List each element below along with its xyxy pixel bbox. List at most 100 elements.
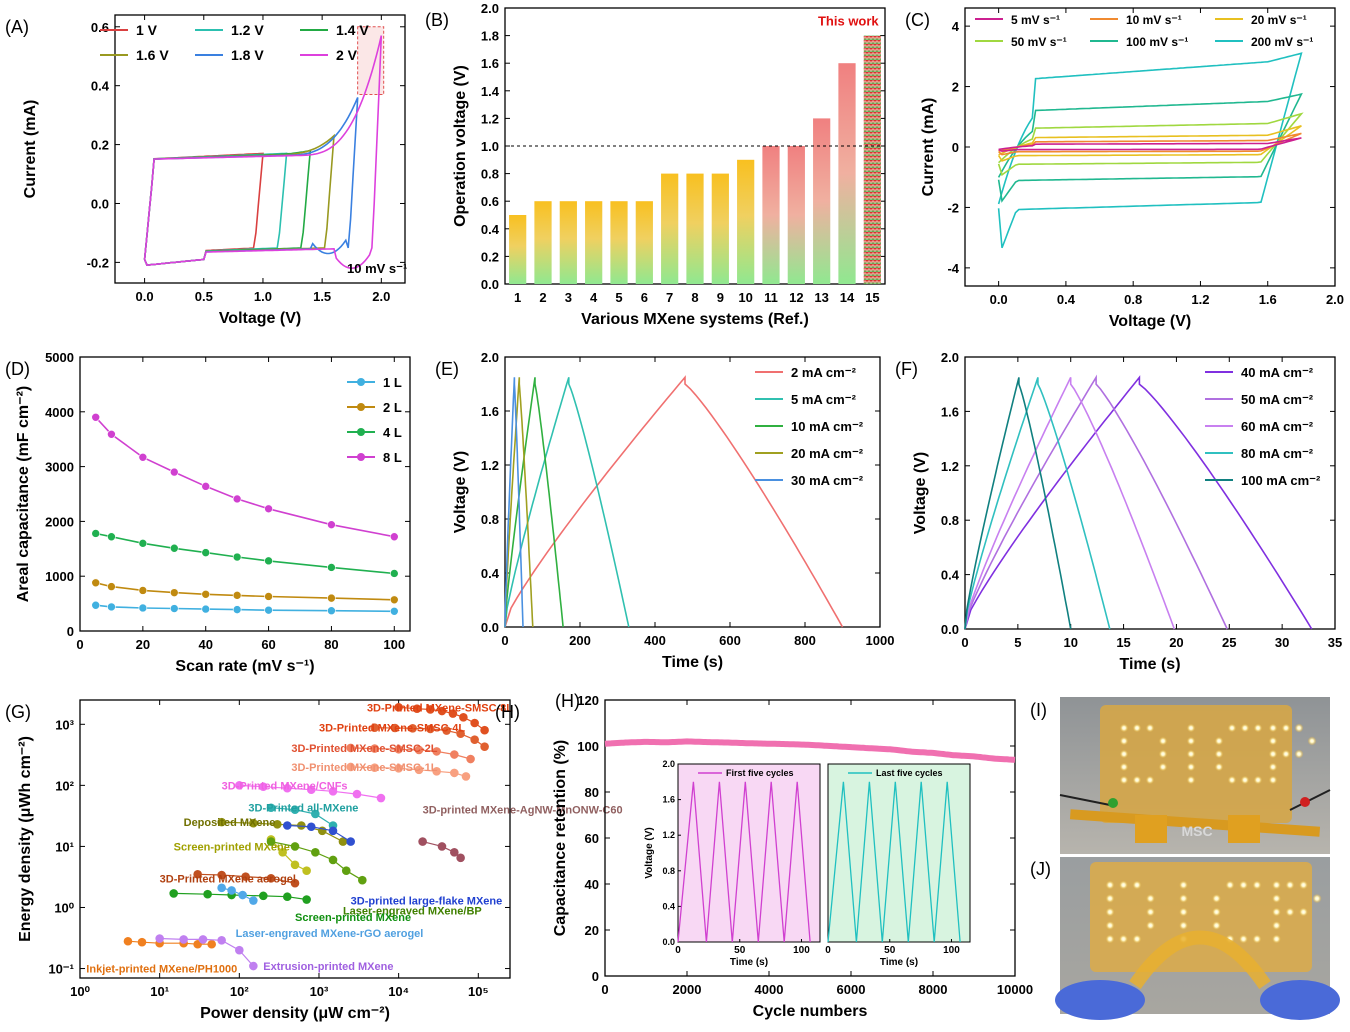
led xyxy=(1272,881,1281,890)
panel-label: (D) xyxy=(5,359,30,379)
led xyxy=(1286,908,1295,917)
led-board xyxy=(1090,862,1312,972)
panel-label: (H) xyxy=(555,691,580,711)
panel-f: 0.0 0.4 0.8 1.2 1.6 2.0 0 5 10 15 20 25 30 35 Time (s)… xyxy=(895,350,1342,673)
legend-label: 1.6 V xyxy=(136,47,169,63)
y-tick-label: -2 xyxy=(947,200,959,215)
led xyxy=(1179,908,1188,917)
legend-label: 100 mV s⁻¹ xyxy=(1126,35,1188,49)
y-axis-label: Current (mA) xyxy=(920,98,937,197)
data-point xyxy=(259,892,268,901)
y-tick-label: 1.6 xyxy=(481,56,499,71)
led xyxy=(1187,737,1195,745)
led xyxy=(1272,908,1281,917)
x-tick-label: 1.0 xyxy=(254,289,272,304)
panel-label: (A) xyxy=(5,17,29,37)
data-point xyxy=(139,604,147,612)
clip-green xyxy=(1108,798,1118,808)
data-point xyxy=(249,896,258,905)
y-tick-label: 5000 xyxy=(45,350,74,365)
category-label: 2 xyxy=(539,290,546,305)
x-tick-label: 1.6 xyxy=(1259,292,1277,307)
data-point xyxy=(456,854,465,863)
panel-label: (F) xyxy=(895,359,918,379)
y-tick-label: 2.0 xyxy=(481,1,499,16)
y-tick-label: 0.0 xyxy=(91,196,109,211)
cv-curve xyxy=(145,36,382,269)
y-tick-label: 0.0 xyxy=(481,620,499,635)
data-point xyxy=(346,837,355,846)
x-axis-label: Time (s) xyxy=(662,654,723,671)
x-tick-label: 20 xyxy=(1169,635,1183,650)
led xyxy=(1282,724,1290,732)
data-point xyxy=(291,861,300,870)
data-point xyxy=(107,603,115,611)
data-point xyxy=(459,713,468,722)
data-point xyxy=(107,430,115,438)
data-point xyxy=(466,755,475,764)
data-point xyxy=(307,822,316,831)
legend-label: 10 mV s⁻¹ xyxy=(1126,13,1182,27)
led xyxy=(1299,881,1308,890)
bar xyxy=(864,36,881,284)
led xyxy=(1133,935,1142,944)
legend-marker xyxy=(357,378,365,386)
series-line xyxy=(96,417,395,536)
data-point xyxy=(342,866,351,875)
data-point xyxy=(233,591,241,599)
bar xyxy=(838,63,855,284)
data-point xyxy=(327,563,335,571)
data-point xyxy=(327,594,335,602)
x-tick-label: 20 xyxy=(136,637,150,652)
data-point xyxy=(329,827,338,836)
category-label: 13 xyxy=(814,290,828,305)
category-label: 5 xyxy=(615,290,622,305)
data-point xyxy=(353,790,362,799)
data-point xyxy=(139,453,147,461)
led xyxy=(1212,894,1221,903)
gloved-hand-right xyxy=(1260,980,1340,1020)
legend-label: 100 mA cm⁻² xyxy=(1241,473,1321,488)
y-tick-label: 0.6 xyxy=(91,20,109,35)
legend-label: 5 mA cm⁻² xyxy=(791,392,857,407)
led xyxy=(1215,737,1223,745)
category-label: 7 xyxy=(666,290,673,305)
y-tick-label: 0.4 xyxy=(91,79,110,94)
x-tick-label: 0 xyxy=(675,945,681,956)
legend-label: 2 mA cm⁻² xyxy=(791,365,857,380)
led xyxy=(1299,908,1308,917)
y-tick-label: 0.8 xyxy=(941,513,959,528)
y-tick-label: 120 xyxy=(577,693,599,708)
x-tick-label: 1000 xyxy=(866,633,895,648)
gloved-hand-left xyxy=(1055,980,1145,1020)
x-tick-label: 8000 xyxy=(919,982,948,997)
led xyxy=(1187,724,1195,732)
x-tick-label: 15 xyxy=(1116,635,1130,650)
gcd-curve xyxy=(505,377,563,627)
y-tick-label: 0.0 xyxy=(481,277,499,292)
y-tick-label: -0.2 xyxy=(87,255,109,270)
led xyxy=(1159,737,1167,745)
gcd-curve xyxy=(505,377,629,627)
inset-title: First five cycles xyxy=(726,768,794,778)
led xyxy=(1146,908,1155,917)
data-point xyxy=(170,589,178,597)
led xyxy=(1120,750,1128,758)
data-point xyxy=(217,936,226,945)
data-point xyxy=(438,842,447,851)
series-label: 3D-Printed all-MXene xyxy=(248,803,358,815)
series-label: 3D-Printed MXene/CNFs xyxy=(222,780,348,792)
y-axis-label: Areal capacitance (mF cm⁻²) xyxy=(15,386,32,603)
y-tick-label: 0 xyxy=(592,969,599,984)
bar xyxy=(509,215,526,284)
x-tick-label: 0.8 xyxy=(1124,292,1142,307)
led xyxy=(1269,750,1277,758)
plot-frame xyxy=(80,357,410,631)
x-tick-label: 200 xyxy=(569,633,591,648)
category-label: 1 xyxy=(514,290,521,305)
x-tick-label: 400 xyxy=(644,633,666,648)
led xyxy=(1253,881,1262,890)
led xyxy=(1120,724,1128,732)
series-label: Laser-engraved MXene-rGO aerogel xyxy=(236,928,424,940)
series-label: 3D-Printed MXene-SMSC-2L xyxy=(291,743,437,755)
